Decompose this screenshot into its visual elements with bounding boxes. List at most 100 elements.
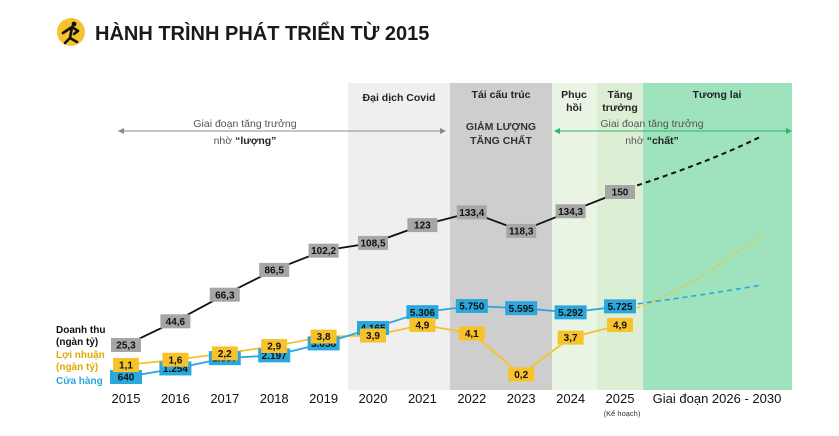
- revenue-value: 108,5: [360, 239, 385, 250]
- revenue-value: 150: [612, 188, 629, 199]
- profit-value: 3,9: [366, 331, 380, 342]
- legend-revenue-line1: Doanh thu: [56, 325, 105, 336]
- profit-label-2018: 2,9: [261, 339, 288, 354]
- profit-label-2015: 1,1: [113, 358, 139, 372]
- year-label-2022: 2022: [457, 391, 486, 406]
- legend-stores: Cửa hàng: [56, 376, 103, 387]
- quality-line1: Giai đoạn tăng trưởng: [600, 118, 703, 130]
- revenue-value: 66,3: [215, 290, 235, 301]
- revenue-label-2020: 108,5: [358, 235, 388, 250]
- revenue-label-box: [160, 314, 191, 329]
- year-label-2018: 2018: [260, 391, 289, 406]
- stores-label-2015: 640: [110, 370, 142, 384]
- stores-value: 5.595: [509, 304, 534, 315]
- stores-value: 5.292: [558, 308, 583, 319]
- band-future: [643, 83, 792, 390]
- revenue-label-2022: 133,4: [456, 205, 487, 220]
- stores-label-2023: 5.595: [505, 301, 538, 316]
- revenue-label-2019: 102,2: [308, 243, 339, 258]
- restructure-line1: GIẢM LƯỢNG: [466, 120, 536, 133]
- profit-label-2016: 1,6: [162, 352, 189, 367]
- revenue-label-2015: 25,3: [111, 338, 141, 352]
- quality-arrow: [554, 128, 792, 134]
- phase-restructure: Tái cấu trúc: [472, 89, 531, 101]
- revenue-label-box: [308, 243, 339, 258]
- profit-label-box: [261, 339, 288, 354]
- profit-value: 4,1: [465, 329, 479, 340]
- profit-value: 2,9: [267, 342, 281, 353]
- year-label-2024: 2024: [556, 391, 585, 406]
- year-label-2015: 2015: [112, 391, 141, 406]
- profit-value: 3,8: [317, 332, 331, 343]
- revenue-label-2021: 123: [407, 218, 438, 233]
- profit-value: 1,1: [119, 361, 133, 372]
- profit-label-2025: 4,9: [607, 318, 633, 332]
- revenue-label-2023: 118,3: [506, 223, 537, 238]
- phase-growth-line1: Tăng: [607, 89, 632, 101]
- profit-value: 3,7: [564, 333, 578, 344]
- revenue-label-box: [358, 235, 388, 250]
- revenue-label-box: [111, 338, 141, 352]
- profit-label-2022: 4,1: [458, 326, 485, 341]
- legend-profit-line1: Lợi nhuận: [56, 350, 105, 361]
- year-label-2016: 2016: [161, 391, 190, 406]
- profit-labels: 1,1 1,6 2,2 2,9 3,8 3,9 4,9 4,1 0,2 3,7 4,9: [113, 318, 633, 382]
- profit-label-box: [557, 330, 584, 345]
- band-growth: [597, 83, 643, 390]
- profit-label-2023: 0,2: [508, 367, 535, 382]
- stores-label-box: [604, 299, 636, 314]
- year-label-2025: 2025: [606, 391, 635, 406]
- revenue-label-box: [209, 287, 240, 302]
- profit-label-box: [458, 326, 485, 341]
- revenue-value: 102,2: [311, 246, 336, 257]
- profit-label-box: [607, 318, 633, 332]
- stores-label-box: [110, 370, 142, 384]
- stores-value: 5.306: [410, 308, 435, 319]
- revenue-label-2025: 150: [605, 185, 635, 199]
- revenue-projection-line: [619, 135, 763, 192]
- legend-profit-line2: (ngàn tỷ): [56, 362, 98, 373]
- profit-label-box: [310, 329, 337, 344]
- year-label-2021: 2021: [408, 391, 437, 406]
- legend-revenue-line2: (ngàn tỷ): [56, 337, 98, 348]
- revenue-value: 118,3: [509, 226, 534, 237]
- revenue-value: 25,3: [116, 341, 136, 352]
- revenue-labels: 25,3 44,6 66,3 86,5 102,2 108,5 123 133,4 118,3 1…: [111, 185, 635, 352]
- logo-icon: [57, 18, 85, 46]
- phase-recovery-line1: Phục: [561, 89, 587, 101]
- quantity-line2: nhờ “lượng”: [214, 135, 277, 147]
- profit-label-box: [360, 328, 386, 343]
- quantity-arrow: [118, 128, 446, 134]
- profit-label-2017: 2,2: [211, 346, 238, 361]
- stores-value: 5.725: [607, 302, 632, 313]
- year-label-2020: 2020: [359, 391, 388, 406]
- revenue-value: 134,3: [558, 207, 583, 218]
- x-axis-years: 2015 2016 2017 2018 2019 2020 2021 2022 2023 2024…: [112, 391, 635, 406]
- profit-label-2019: 3,8: [310, 329, 337, 344]
- year-label-2019: 2019: [309, 391, 338, 406]
- restructure-line2: TĂNG CHẤT: [470, 134, 532, 147]
- stores-label-2025: 5.725: [604, 299, 636, 314]
- profit-value: 2,2: [218, 349, 232, 360]
- revenue-label-2016: 44,6: [160, 314, 191, 329]
- profit-label-box: [409, 318, 436, 332]
- stores-label-box: [554, 305, 587, 320]
- stores-label-box: [505, 301, 538, 316]
- revenue-label-box: [555, 204, 586, 219]
- profit-label-box: [508, 367, 535, 382]
- profit-value: 1,6: [168, 355, 182, 366]
- revenue-value: 123: [414, 221, 431, 232]
- stores-value: 1.254: [163, 364, 188, 375]
- stores-label-box: [406, 305, 439, 320]
- profit-label-2020: 3,9: [360, 328, 386, 343]
- profit-label-box: [162, 352, 189, 367]
- profit-value: 4,9: [415, 321, 429, 332]
- profit-label-2021: 4,9: [409, 318, 436, 332]
- stores-value: 5.750: [459, 302, 484, 313]
- profit-value: 4,9: [613, 321, 627, 332]
- profit-label-box: [113, 358, 139, 372]
- stores-label-2022: 5.750: [455, 299, 488, 313]
- stores-value: 640: [118, 373, 135, 384]
